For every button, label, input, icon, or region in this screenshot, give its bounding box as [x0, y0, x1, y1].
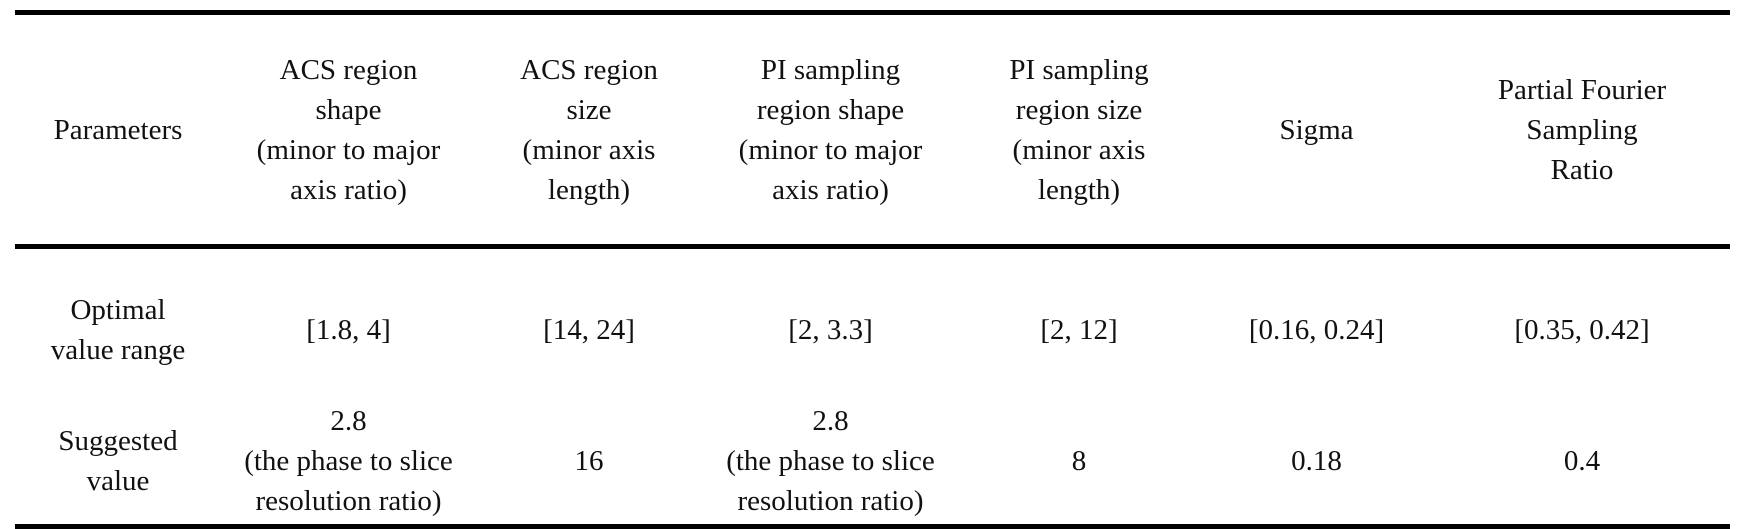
header-pi-sampling-region-size: PI sampling region size (minor axis leng… [1009, 53, 1149, 206]
table-cell: 16 [574, 445, 604, 477]
table-cell: 0.4 [1563, 445, 1601, 477]
parameter-table-container: Parameters ACS region shape (minor to ma… [15, 10, 1730, 529]
header-acs-region-size: ACS region size (minor axis length) [520, 53, 658, 206]
table-cell: 2.8 (the phase to slice resolution ratio… [244, 405, 453, 517]
row-label-suggested: Suggested value [58, 425, 178, 497]
table-row-optimal-value-range: Optimal value range [1.8, 4] [14, 24] [2… [15, 247, 1730, 399]
table-header: Parameters ACS region shape (minor to ma… [15, 12, 1730, 247]
table-cell: [0.16, 0.24] [1248, 313, 1385, 346]
table-cell: [2, 12] [1040, 313, 1118, 346]
table-cell: [2, 3.3] [788, 313, 873, 346]
header-partial-fourier-sampling-ratio: Partial Fourier Sampling Ratio [1497, 73, 1667, 186]
table-cell: 2.8 (the phase to slice resolution ratio… [726, 405, 935, 517]
header-row: Parameters ACS region shape (minor to ma… [15, 12, 1730, 247]
row-label-optimal: Optimal value range [50, 293, 186, 366]
header-acs-region-shape: ACS region shape (minor to major axis ra… [256, 53, 441, 206]
parameter-table: Parameters ACS region shape (minor to ma… [15, 10, 1730, 529]
table-cell: [14, 24] [543, 313, 635, 346]
header-pi-sampling-region-shape: PI sampling region shape (minor to major… [738, 53, 923, 206]
table-cell: 8 [1071, 445, 1087, 477]
table-cell: 0.18 [1291, 445, 1342, 477]
table-row-suggested-value: Suggested value 2.8 (the phase to slice … [15, 398, 1730, 527]
table-cell: [1.8, 4] [306, 313, 391, 346]
table-body: Optimal value range [1.8, 4] [14, 24] [2… [15, 247, 1730, 527]
header-sigma: Sigma [1279, 113, 1354, 146]
header-parameters: Parameters [53, 113, 183, 146]
table-cell: [0.35, 0.42] [1514, 313, 1650, 346]
